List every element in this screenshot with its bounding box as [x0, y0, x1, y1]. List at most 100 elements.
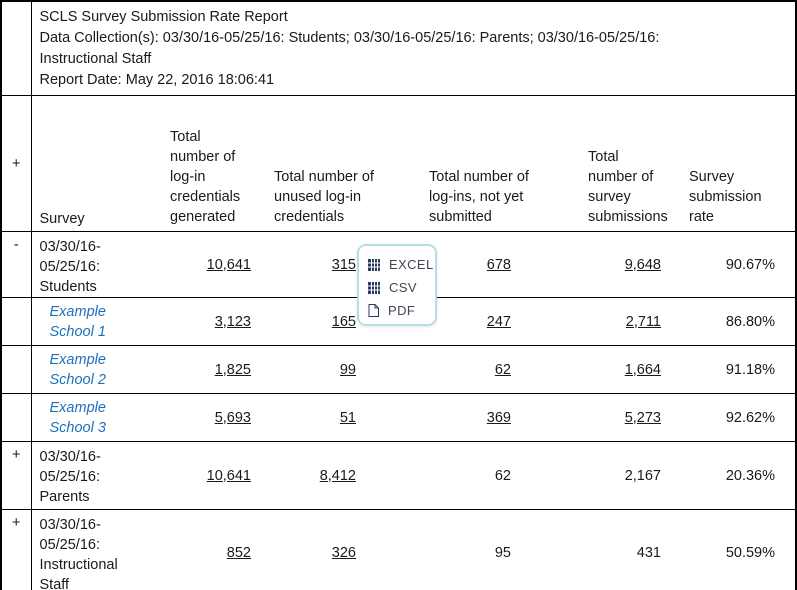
report-title: SCLS Survey Submission Rate Report [39, 9, 288, 25]
cell-value[interactable]: 315 [331, 256, 356, 273]
table-row-school-2: Example School 2 1,825 99 62 1,664 91.18… [1, 345, 796, 394]
export-csv-item[interactable]: CSV [368, 276, 435, 299]
cell-value[interactable]: 369 [486, 409, 511, 426]
survey-submissions-cell: 431 [551, 509, 686, 590]
school-link[interactable]: Example School 1 [49, 303, 106, 340]
cell-value: 95 [494, 544, 511, 561]
submission-rate-cell: 92.62% [686, 393, 796, 442]
export-pdf-item[interactable]: PDF [368, 299, 435, 322]
column-header-logins-not-submitted: Total number of log-ins, not yet submitt… [381, 95, 551, 232]
survey-submissions-cell: 9,648 [551, 231, 686, 298]
credentials-generated-cell: 1,825 [166, 345, 266, 394]
cell-value[interactable]: 5,273 [624, 409, 661, 426]
logins-not-submitted-cell: 369 [381, 393, 551, 442]
table-row-instructional-staff: + 03/30/16-05/25/16: Instructional Staff… [1, 509, 796, 590]
cell-value[interactable]: 326 [331, 544, 356, 561]
unused-credentials-cell: 51 [266, 393, 381, 442]
survey-name-cell: 03/30/16-05/25/16: Parents [31, 441, 166, 510]
cell-value[interactable]: 852 [226, 544, 251, 561]
cell-value: 86.80% [725, 313, 775, 330]
spreadsheet-grid-icon [368, 281, 380, 294]
school-link[interactable]: Example School 2 [49, 351, 106, 388]
document-page-icon [368, 304, 379, 317]
cell-value[interactable]: 62 [494, 361, 511, 378]
title-cell: SCLS Survey Submission Rate Report Data … [31, 1, 796, 96]
export-excel-label: EXCEL [389, 257, 434, 272]
cell-value[interactable]: 9,648 [624, 256, 661, 273]
cell-value[interactable]: 678 [486, 256, 511, 273]
cell-value[interactable]: 2,711 [625, 313, 661, 330]
credentials-generated-cell: 852 [166, 509, 266, 590]
expander-cell [1, 393, 32, 442]
cell-value: 90.67% [725, 256, 775, 273]
survey-name-cell: 03/30/16-05/25/16: Instructional Staff [31, 509, 166, 590]
table-row-school-3: Example School 3 5,693 51 369 5,273 92.6… [1, 393, 796, 442]
cell-value[interactable]: 1,825 [214, 361, 251, 378]
cell-value[interactable]: 99 [339, 361, 356, 378]
cell-value: 92.62% [725, 409, 775, 426]
cell-value: 2,167 [624, 467, 661, 484]
export-menu: EXCEL CSV PDF [357, 244, 437, 326]
cell-value[interactable]: 8,412 [319, 467, 356, 484]
cell-value[interactable]: 165 [331, 313, 356, 330]
column-header-unused-credentials: Total number of unused log-in credential… [266, 95, 381, 232]
expand-toggle [2, 353, 31, 358]
school-link[interactable]: Example School 3 [49, 399, 106, 436]
survey-submissions-cell: 1,664 [551, 345, 686, 394]
export-excel-item[interactable]: EXCEL [368, 253, 435, 276]
survey-name-cell: Example School 1 [31, 297, 166, 346]
survey-submissions-cell: 5,273 [551, 393, 686, 442]
column-header-survey: Survey [31, 95, 166, 232]
spreadsheet-grid-icon [368, 258, 380, 271]
cell-value: 50.59% [725, 544, 775, 561]
submission-rate-cell: 86.80% [686, 297, 796, 346]
credentials-generated-cell: 10,641 [166, 231, 266, 298]
title-expander-cell [1, 1, 32, 96]
expand-all-toggle[interactable]: + [12, 155, 21, 172]
expander-cell: + [1, 441, 32, 510]
cell-value[interactable]: 10,641 [206, 256, 251, 273]
expander-cell [1, 345, 32, 394]
cell-value[interactable]: 1,664 [624, 361, 661, 378]
submission-rate-cell: 20.36% [686, 441, 796, 510]
unused-credentials-cell: 326 [266, 509, 381, 590]
submission-rate-cell: 50.59% [686, 509, 796, 590]
cell-value[interactable]: 5,693 [214, 409, 251, 426]
unused-credentials-cell: 99 [266, 345, 381, 394]
expand-toggle[interactable]: + [12, 447, 21, 463]
cell-value[interactable]: 247 [486, 313, 511, 330]
cell-value: 62 [494, 467, 511, 484]
export-pdf-label: PDF [388, 303, 416, 318]
report-date: Report Date: May 22, 2016 18:06:41 [39, 72, 275, 88]
cell-value: 431 [636, 544, 661, 561]
expand-toggle[interactable]: + [12, 515, 21, 531]
table-row-parents: + 03/30/16-05/25/16: Parents 10,641 8,41… [1, 441, 796, 510]
cell-value[interactable]: 3,123 [214, 313, 251, 330]
unused-credentials-cell: 8,412 [266, 441, 381, 510]
table-row-school-1: Example School 1 3,123 165 247 2,711 86.… [1, 297, 796, 346]
column-header-row: + Survey Total number of log-in credenti… [1, 95, 796, 232]
survey-submissions-cell: 2,167 [551, 441, 686, 510]
credentials-generated-cell: 3,123 [166, 297, 266, 346]
survey-name: 03/30/16-05/25/16: Students [39, 239, 101, 295]
logins-not-submitted-cell: 95 [381, 509, 551, 590]
logins-not-submitted-cell: 62 [381, 345, 551, 394]
cell-value[interactable]: 51 [339, 409, 356, 426]
collapse-toggle[interactable]: - [13, 237, 19, 253]
survey-name: 03/30/16-05/25/16: Parents [39, 449, 101, 505]
survey-submissions-cell: 2,711 [551, 297, 686, 346]
data-collections-line1: Data Collection(s): 03/30/16-05/25/16: S… [39, 30, 660, 46]
table-row-students: - 03/30/16-05/25/16: Students 10,641 315… [1, 231, 796, 298]
report-title-block: SCLS Survey Submission Rate Report Data … [1, 1, 796, 96]
submission-rate-cell: 91.18% [686, 345, 796, 394]
expand-toggle [2, 401, 31, 406]
credentials-generated-cell: 5,693 [166, 393, 266, 442]
expander-cell: - [1, 231, 32, 298]
column-header-submission-rate: Survey submission rate [686, 95, 796, 232]
survey-name-cell: 03/30/16-05/25/16: Students [31, 231, 166, 298]
credentials-generated-cell: 10,641 [166, 441, 266, 510]
cell-value[interactable]: 10,641 [206, 467, 251, 484]
data-collections-line2: Instructional Staff [39, 51, 152, 67]
